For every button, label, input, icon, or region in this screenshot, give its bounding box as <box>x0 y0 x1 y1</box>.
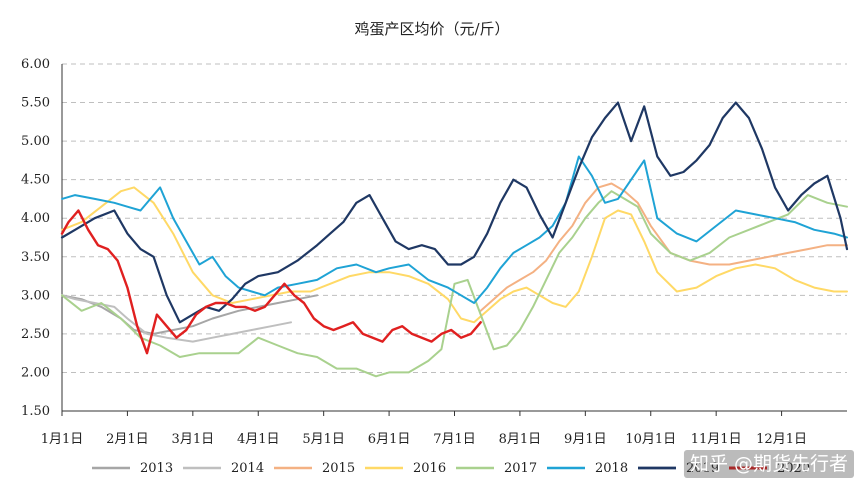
legend-label-2014: 2014 <box>231 461 264 476</box>
series-line-2018 <box>61 155 848 304</box>
x-tick-label: 8月1日 <box>499 432 542 447</box>
x-tick-label: 9月1日 <box>564 432 607 447</box>
chart-title: 鸡蛋产区均价（元/斤） <box>354 20 509 38</box>
legend: 2013 2014 2015 2016 2017 2018 2019 2020 <box>92 461 810 476</box>
y-tick-label: 2.50 <box>21 327 50 342</box>
y-tick-label: 2.00 <box>21 365 50 380</box>
x-tick-label: 1月1日 <box>41 432 84 447</box>
y-tick-label: 4.00 <box>21 211 50 226</box>
y-tick-label: 5.00 <box>21 134 50 149</box>
x-tick-label: 4月1日 <box>237 432 280 447</box>
series-line-2013 <box>61 294 319 335</box>
y-tick-label: 1.50 <box>21 404 50 419</box>
series-line-2015 <box>479 182 848 312</box>
series-line-2016 <box>61 186 848 324</box>
legend-label-2016: 2016 <box>413 461 446 476</box>
legend-label-2017: 2017 <box>504 461 537 476</box>
x-axis: 1月1日 2月1日 3月1日 4月1日 5月1日 6月1日 7月1日 8月1日 9月1日 10月1… <box>41 410 847 447</box>
series-line-2017 <box>61 190 848 378</box>
series-line-2014 <box>61 294 292 343</box>
x-tick-label: 11月1日 <box>691 432 742 447</box>
y-tick-label: 4.50 <box>21 173 50 188</box>
x-tick-label: 5月1日 <box>302 432 345 447</box>
x-tick-label: 7月1日 <box>433 432 476 447</box>
x-tick-label: 2月1日 <box>106 432 149 447</box>
grid <box>62 63 847 373</box>
legend-label-2018: 2018 <box>595 461 628 476</box>
y-tick-label: 3.50 <box>21 250 50 265</box>
y-tick-label: 5.50 <box>21 96 50 111</box>
series-line-2019 <box>60 101 849 324</box>
watermark: 知乎 @期货先行者 <box>690 453 848 475</box>
x-tick-label: 12月1日 <box>756 432 807 447</box>
legend-label-2015: 2015 <box>322 461 355 476</box>
watermark-backdrop <box>683 450 854 478</box>
x-tick-label: 3月1日 <box>172 432 215 447</box>
legend-label-2020: 2020 <box>777 461 810 476</box>
y-tick-label: 3.00 <box>21 288 50 303</box>
x-tick-label: 6月1日 <box>368 432 411 447</box>
legend-label-2019: 2019 <box>686 461 719 476</box>
series-line-2020 <box>60 209 482 355</box>
legend-label-2013: 2013 <box>140 461 173 476</box>
x-tick-label: 10月1日 <box>625 432 676 447</box>
y-tick-label: 6.00 <box>21 57 50 72</box>
y-axis: 1.50 2.00 2.50 3.00 3.50 4.00 4.50 5.00 5.50 6.00 <box>21 57 63 419</box>
series-lines <box>60 101 849 378</box>
